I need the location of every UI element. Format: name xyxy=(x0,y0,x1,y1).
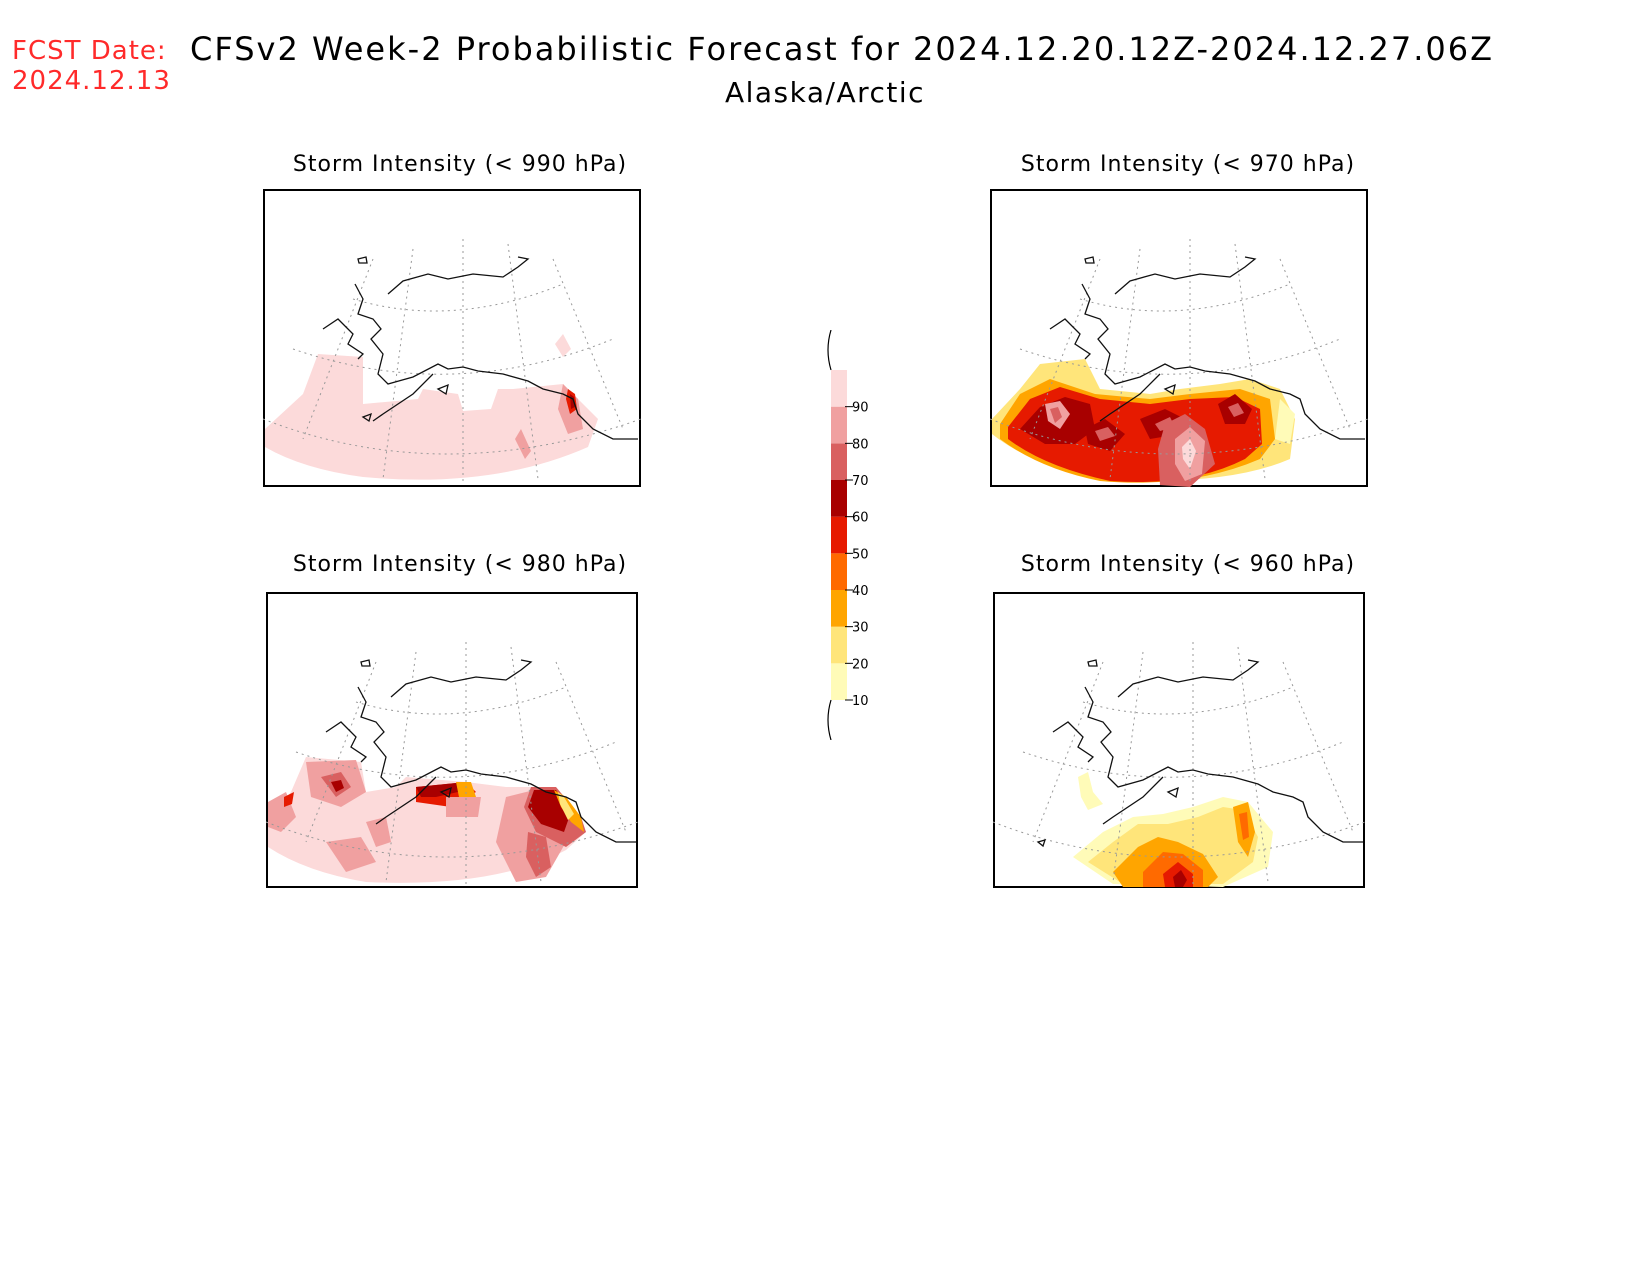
panel-title-960: Storm Intensity (< 960 hPa) xyxy=(1020,552,1356,577)
legend-box-1 xyxy=(831,663,847,700)
graticule xyxy=(266,642,638,887)
legend-label-40: 40 xyxy=(852,584,869,599)
map-panel-990 xyxy=(263,189,641,487)
probability-shading xyxy=(265,334,598,480)
legend-top-cap xyxy=(827,330,832,371)
probability-shading xyxy=(1073,772,1273,887)
legend-box-2 xyxy=(831,626,847,664)
legend-labels: 10 20 30 40 50 60 70 80 90 xyxy=(852,401,869,709)
legend-label-80: 80 xyxy=(852,437,869,452)
graticule xyxy=(993,642,1365,887)
probability-shading xyxy=(992,359,1295,487)
legend-box-3 xyxy=(831,590,847,627)
legend-box-4 xyxy=(831,553,847,590)
legend-box-7 xyxy=(831,443,847,480)
graticule xyxy=(990,239,1368,484)
panel-title-980: Storm Intensity (< 980 hPa) xyxy=(292,552,628,577)
legend-box-8 xyxy=(831,406,847,444)
legend-label-60: 60 xyxy=(852,511,869,526)
legend-label-70: 70 xyxy=(852,474,869,489)
color-legend: 10 20 30 40 50 60 70 80 90 xyxy=(827,330,869,740)
legend-box-6 xyxy=(831,480,847,517)
legend-box-9 xyxy=(831,370,847,407)
map-panel-980 xyxy=(266,592,638,888)
map-panel-960 xyxy=(993,592,1365,888)
legend-label-20: 20 xyxy=(852,657,869,672)
forecast-date: FCST Date: 2024.12.13 xyxy=(12,36,171,96)
probability-shading xyxy=(268,757,586,883)
coastline xyxy=(325,659,636,843)
legend-label-90: 90 xyxy=(852,401,869,416)
region-subtitle: Alaska/Arctic xyxy=(724,76,926,109)
legend-boxes xyxy=(831,370,847,700)
legend-box-5 xyxy=(831,516,847,554)
legend-bottom-cap xyxy=(827,699,832,740)
panel-title-990: Storm Intensity (< 990 hPa) xyxy=(292,152,628,177)
legend-ticks xyxy=(845,406,853,701)
coastline xyxy=(1036,659,1363,848)
map-panel-970 xyxy=(990,189,1368,487)
graticule xyxy=(263,239,641,484)
legend-label-50: 50 xyxy=(852,547,869,562)
panel-title-970: Storm Intensity (< 970 hPa) xyxy=(1020,152,1356,177)
coastline xyxy=(1049,256,1365,440)
page-title: CFSv2 Week-2 Probabilistic Forecast for … xyxy=(190,30,1495,68)
forecast-date-label: FCST Date: xyxy=(12,36,167,66)
legend-label-30: 30 xyxy=(852,621,869,636)
forecast-date-value: 2024.12.13 xyxy=(12,66,171,96)
legend-label-10: 10 xyxy=(852,694,869,709)
coastline xyxy=(322,256,638,440)
